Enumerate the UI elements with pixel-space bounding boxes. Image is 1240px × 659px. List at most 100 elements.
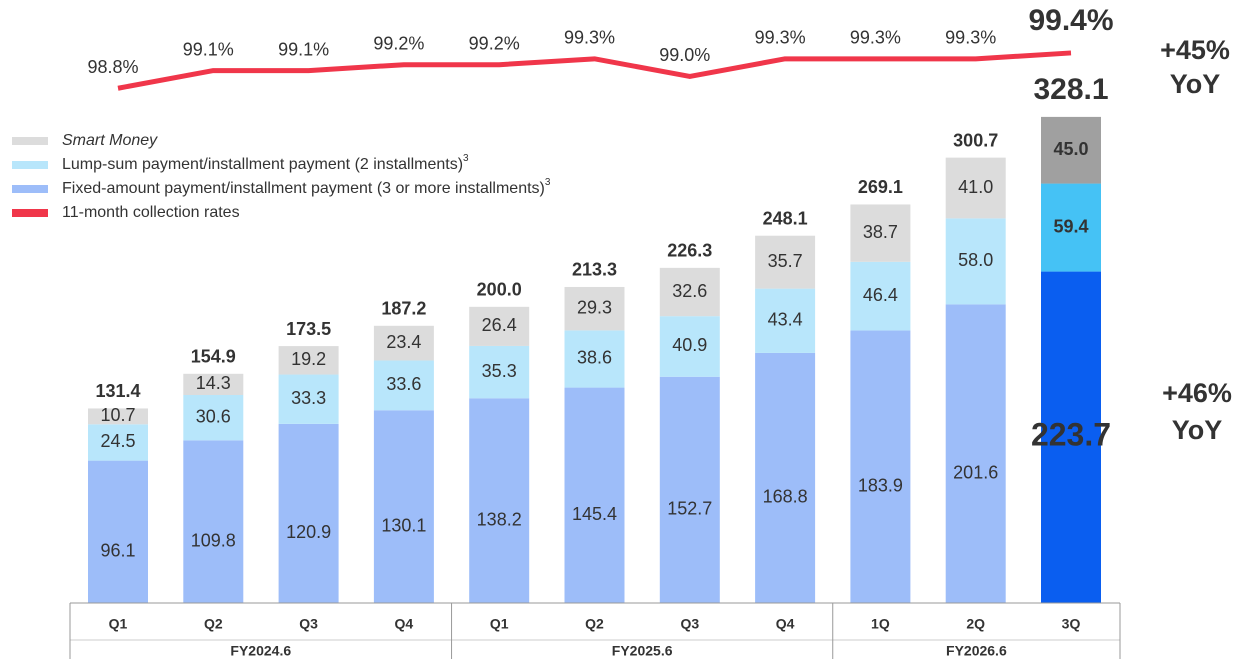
legend-swatch (12, 137, 48, 145)
segment-label: 38.6 (577, 348, 612, 368)
segment-label: 38.7 (863, 222, 898, 242)
segment-label: 30.6 (196, 406, 231, 426)
group-label: FY2024.6 (230, 643, 291, 659)
segment-label: 43.4 (768, 310, 803, 330)
segment-label: 109.8 (191, 530, 236, 550)
bar-segment (850, 330, 911, 603)
bar-segment (945, 304, 1006, 603)
segment-label: 201.6 (953, 462, 998, 482)
rate-label: 99.2% (373, 33, 424, 53)
bar-segment (945, 157, 1006, 219)
segment-label: 46.4 (863, 285, 898, 305)
group-label: FY2025.6 (612, 643, 673, 659)
bar-segment (373, 325, 434, 361)
segment-label: 14.3 (196, 373, 231, 393)
bar-segment (469, 345, 530, 399)
legend-label: Smart Money (62, 132, 158, 149)
total-label: 173.5 (286, 319, 331, 339)
x-tick-label: Q2 (204, 616, 223, 632)
bar-segment (183, 394, 244, 441)
total-label: 200.0 (477, 280, 522, 300)
segment-label: 168.8 (763, 487, 808, 507)
bar-segment (564, 286, 625, 331)
legend-label: Fixed-amount payment/installment payment… (62, 177, 551, 198)
legend-swatch (12, 185, 48, 193)
x-tick-label: Q3 (299, 616, 318, 632)
total-label: 226.3 (667, 241, 712, 261)
x-tick-label: 2Q (966, 616, 985, 632)
x-tick-label: Q3 (680, 616, 699, 632)
segment-label: 96.1 (100, 541, 135, 561)
rate-label: 99.0% (659, 45, 710, 65)
bar-segment (659, 316, 720, 377)
bar-segment (373, 410, 434, 603)
bar-segment (1041, 116, 1101, 184)
segment-label: 35.7 (768, 251, 803, 271)
total-label: 248.1 (763, 208, 808, 228)
segment-label: 59.4 (1053, 216, 1088, 236)
legend-label: Lump-sum payment/installment payment (2 … (62, 153, 469, 174)
x-tick-label: Q4 (395, 616, 414, 632)
bar-segment (183, 373, 244, 395)
bar-segment (278, 374, 339, 424)
segment-label: 152.7 (667, 499, 712, 519)
segment-label: 45.0 (1053, 139, 1088, 159)
bar-segment (183, 440, 244, 603)
segment-label: 40.9 (672, 335, 707, 355)
segment-label: 33.6 (386, 374, 421, 394)
legend-footnote: 3 (545, 177, 551, 188)
bar-segment (659, 376, 720, 603)
rate-label: 98.8% (87, 57, 138, 77)
bar-segment (88, 460, 148, 603)
legend-label: 11-month collection rates (62, 204, 240, 221)
annotation: YoY (1172, 415, 1223, 445)
segment-label: 26.4 (482, 315, 517, 335)
segment-label: 145.4 (572, 504, 617, 524)
bar-segment (1041, 183, 1101, 272)
bar-segment (850, 204, 911, 262)
rate-label: 99.3% (850, 28, 901, 48)
total-label: 269.1 (858, 177, 903, 197)
rate-label: 99.3% (755, 28, 806, 48)
rate-label: 99.3% (945, 28, 996, 48)
annotation: +46% (1162, 378, 1232, 408)
legend-swatch (12, 209, 48, 217)
rate-label: 99.4% (1028, 4, 1113, 37)
total-label: 300.7 (953, 130, 998, 150)
bar-segment (755, 288, 816, 353)
bar-segment (850, 261, 911, 331)
bar-segment (88, 424, 148, 461)
rate-label: 99.1% (183, 39, 234, 59)
bar-segment (88, 408, 148, 425)
segment-label: 19.2 (291, 349, 326, 369)
bar-segment (278, 346, 339, 375)
legend-swatch (12, 161, 48, 169)
segment-label: 223.7 (1031, 417, 1111, 453)
segment-label: 35.3 (482, 361, 517, 381)
annotation: YoY (1170, 69, 1221, 99)
bar-segment (373, 360, 434, 411)
segment-label: 10.7 (100, 405, 135, 425)
legend-text: Fixed-amount payment/installment payment… (62, 180, 545, 197)
group-label: FY2026.6 (946, 643, 1007, 659)
annotation: +45% (1160, 35, 1230, 65)
rate-label: 99.2% (469, 33, 520, 53)
segment-label: 29.3 (577, 297, 612, 317)
x-tick-label: Q2 (585, 616, 604, 632)
x-tick-label: Q1 (109, 616, 128, 632)
x-tick-label: Q4 (776, 616, 795, 632)
bar-segment (278, 423, 339, 603)
segment-label: 130.1 (381, 515, 426, 535)
segment-label: 32.6 (672, 281, 707, 301)
x-tick-label: 3Q (1062, 616, 1081, 632)
bar-segment (755, 235, 816, 289)
legend-text: Lump-sum payment/installment payment (2 … (62, 156, 463, 173)
collection-rate-line (117, 50, 1072, 91)
total-label: 131.4 (95, 381, 140, 401)
segment-label: 58.0 (958, 250, 993, 270)
bar-segment (469, 306, 530, 346)
segment-label: 41.0 (958, 177, 993, 197)
bar-segment (564, 387, 625, 603)
rate-label: 99.1% (278, 39, 329, 59)
rate-label: 99.3% (564, 28, 615, 48)
